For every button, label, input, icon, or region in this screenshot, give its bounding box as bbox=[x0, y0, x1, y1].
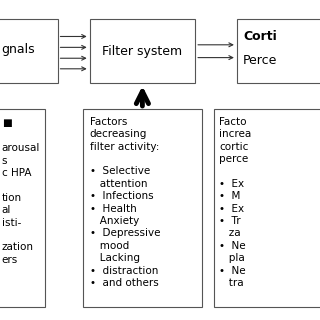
Text: ■

arousal
s
c HPA

tion
al
isti-

zation
ers: ■ arousal s c HPA tion al isti- zation e… bbox=[2, 118, 40, 265]
Text: Corti: Corti bbox=[243, 30, 277, 44]
FancyBboxPatch shape bbox=[0, 109, 45, 307]
FancyBboxPatch shape bbox=[214, 109, 320, 307]
Text: Factors
decreasing
filter activity:

•  Selective
   attention
•  Infections
•  : Factors decreasing filter activity: • Se… bbox=[90, 117, 160, 288]
FancyBboxPatch shape bbox=[90, 19, 195, 83]
FancyBboxPatch shape bbox=[237, 19, 320, 83]
Text: Filter system: Filter system bbox=[102, 45, 182, 58]
Text: Facto
increa
cortic
perce

•  Ex
•  M
•  Ex
•  Tr
   za
•  Ne
   pla
•  Ne
   tr: Facto increa cortic perce • Ex • M • Ex … bbox=[219, 117, 252, 288]
FancyBboxPatch shape bbox=[0, 19, 58, 83]
Text: gnals: gnals bbox=[2, 43, 35, 56]
FancyBboxPatch shape bbox=[83, 109, 202, 307]
Text: Perce: Perce bbox=[243, 54, 277, 68]
